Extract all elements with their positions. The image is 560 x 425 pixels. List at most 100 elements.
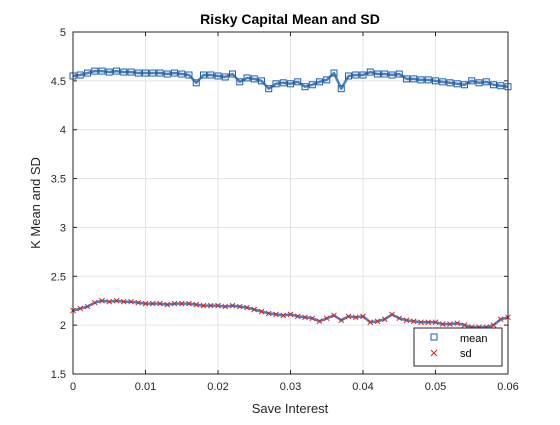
- x-tick-label: 0.06: [497, 381, 518, 393]
- y-tick-label: 5: [60, 27, 66, 39]
- y-tick-label: 2: [60, 320, 66, 332]
- data-point-mean: [352, 71, 360, 79]
- data-point-mean: [417, 76, 425, 84]
- data-point-sd: [157, 300, 163, 307]
- data-point-mean: [192, 79, 200, 87]
- legend-box: [413, 327, 503, 367]
- x-tick-label: 0.01: [135, 381, 156, 393]
- data-point-mean: [439, 78, 447, 86]
- data-point-mean: [316, 78, 323, 86]
- data-point-mean: [410, 75, 418, 83]
- data-point-mean: [265, 85, 273, 93]
- data-point-sd: [461, 322, 468, 328]
- y-axis-label: K Mean and SD: [28, 157, 43, 249]
- data-point-mean: [432, 77, 439, 85]
- data-point-sd: [164, 301, 171, 308]
- data-point-sd: [410, 318, 417, 325]
- data-point-mean: [403, 75, 410, 83]
- data-point-sd: [374, 318, 381, 325]
- data-point-sd: [294, 313, 301, 320]
- data-point-mean: [105, 68, 113, 76]
- data-point-mean: [446, 79, 454, 87]
- data-point-mean: [388, 71, 396, 79]
- data-point-sd: [244, 304, 250, 311]
- data-point-sd: [490, 322, 497, 328]
- data-point-sd: [360, 313, 366, 320]
- data-point-sd: [128, 298, 134, 305]
- data-point-sd: [215, 302, 221, 309]
- data-point-mean: [76, 71, 84, 79]
- data-point-mean: [98, 67, 106, 75]
- data-point-mean: [91, 67, 99, 75]
- chart-title: Risky Capital Mean and SD: [200, 11, 380, 27]
- data-point-mean: [330, 69, 338, 77]
- x-tick-label: 0: [70, 381, 76, 393]
- data-point-sd: [338, 317, 345, 324]
- data-point-mean: [468, 77, 476, 85]
- data-point-mean: [113, 67, 120, 75]
- data-point-mean: [279, 79, 287, 87]
- data-point-sd: [316, 318, 323, 325]
- y-tick-label: 2.5: [51, 271, 66, 283]
- data-point-mean: [178, 70, 186, 78]
- data-point-sd: [178, 300, 185, 307]
- data-point-sd: [149, 300, 156, 307]
- data-point-mean: [120, 68, 128, 76]
- data-point-sd: [91, 299, 98, 306]
- data-point-mean: [475, 79, 483, 87]
- data-point-sd: [99, 297, 105, 304]
- data-point-sd: [77, 305, 84, 312]
- data-point-mean: [149, 69, 157, 77]
- x-tick-label: 0.02: [207, 381, 228, 393]
- data-point-sd: [265, 310, 272, 317]
- data-point-mean: [294, 78, 302, 86]
- x-tick-label: 0.05: [425, 381, 446, 393]
- data-point-mean: [156, 69, 164, 77]
- data-point-sd: [251, 306, 258, 313]
- data-point-mean: [395, 70, 403, 78]
- data-point-sd: [120, 298, 127, 305]
- data-point-mean: [171, 69, 178, 77]
- data-point-sd: [280, 312, 287, 319]
- data-point-mean: [163, 70, 171, 78]
- data-point-sd: [497, 316, 504, 323]
- data-point-sd: [331, 312, 337, 319]
- data-point-sd: [396, 315, 403, 322]
- data-point-sd: [171, 300, 178, 307]
- legend-label-mean: mean: [460, 333, 488, 345]
- data-point-mean: [497, 82, 505, 90]
- legend-x-marker-icon: [430, 349, 438, 357]
- data-point-sd: [302, 314, 308, 321]
- data-point-sd: [367, 319, 374, 326]
- data-point-mean: [453, 80, 461, 88]
- data-point-sd: [432, 319, 439, 326]
- data-point-sd: [258, 308, 265, 315]
- data-point-mean: [461, 81, 468, 89]
- data-point-sd: [113, 297, 120, 304]
- data-point-sd: [309, 315, 316, 322]
- data-point-sd: [381, 316, 388, 323]
- data-point-mean: [301, 83, 309, 91]
- data-point-sd: [229, 302, 236, 309]
- data-point-mean: [482, 78, 490, 86]
- data-point-sd: [236, 303, 243, 310]
- axes: 0 0.01 0.02 0.03 0.04 0.05 0.06 1.5 2 2.5 3 3.5 4 4.5…: [51, 27, 519, 393]
- y-tick-label: 4: [60, 125, 66, 137]
- legend-label-sd: sd: [460, 348, 472, 360]
- data-point-sd: [447, 321, 453, 328]
- data-point-sd: [439, 321, 446, 328]
- data-point-mean: [250, 75, 258, 83]
- y-tick-label: 3: [60, 222, 66, 234]
- x-tick-label: 0.03: [280, 381, 301, 393]
- data-point-mean: [214, 72, 222, 80]
- x-tick-label: 0.04: [352, 381, 373, 393]
- data-point-sd: [207, 302, 214, 309]
- data-point-mean: [142, 69, 149, 77]
- data-point-mean: [185, 71, 193, 79]
- data-point-mean: [236, 78, 244, 86]
- data-point-mean: [359, 71, 367, 79]
- data-point-mean: [381, 70, 389, 78]
- data-point-mean: [229, 70, 236, 78]
- data-point-mean: [323, 76, 331, 84]
